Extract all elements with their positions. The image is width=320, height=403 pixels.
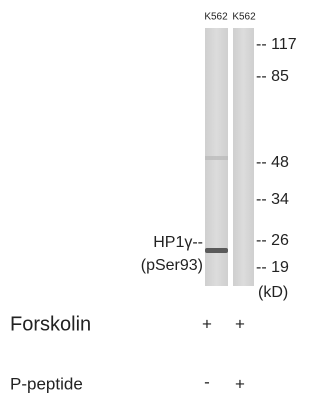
marker: -- 34	[256, 191, 289, 208]
band-name: HP1γ--	[153, 234, 203, 251]
blot-figure: K562 K562 -- 117 -- 85 -- 48 -- 34 -- 26…	[0, 0, 307, 403]
band-site: (pSer93)	[141, 257, 203, 274]
lane-2	[233, 28, 254, 286]
lane-label: K562	[232, 12, 256, 23]
marker: -- 19	[256, 259, 289, 276]
condition-label: P-peptide	[10, 374, 83, 393]
condition-sign: +	[235, 374, 245, 393]
marker: -- 48	[256, 154, 289, 171]
marker: -- 26	[256, 232, 289, 249]
faint-band	[205, 156, 228, 160]
condition-sign: -	[204, 372, 210, 391]
marker: -- 85	[256, 68, 289, 85]
lane-label: K562	[204, 12, 228, 23]
condition-sign: +	[202, 314, 212, 333]
condition-label: Forskolin	[10, 313, 91, 335]
unit: (kD)	[258, 284, 288, 301]
condition-sign: +	[235, 314, 245, 333]
marker: -- 117	[256, 36, 297, 53]
band	[205, 248, 228, 253]
